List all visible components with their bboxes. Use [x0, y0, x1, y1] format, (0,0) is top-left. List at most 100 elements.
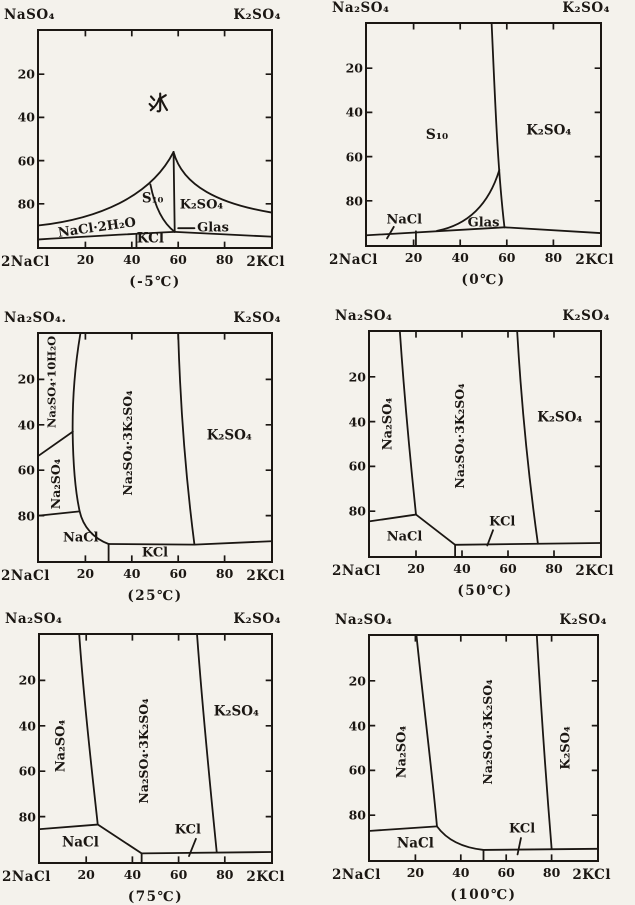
temperature-caption: (100℃) [450, 887, 517, 903]
panel-75c: Na₂SO₄ K₂SO₄ 2NaCl 2KCl 20 40 60 80 20 40 60 80… [2, 611, 285, 905]
y-axis-tick-label: 20 [17, 66, 35, 82]
x-axis-tick-label: 40 [453, 561, 471, 576]
region-label-na2so4: Na₂SO₄ [394, 726, 410, 779]
phase-boundary-line [437, 826, 484, 850]
phase-boundary-line [487, 530, 493, 545]
phase-boundary-line [417, 636, 437, 826]
region-label-kcl: KCl [508, 821, 536, 837]
corner-label-top-right: K₂SO₄ [562, 0, 610, 16]
boundary-lines [39, 31, 271, 247]
region-label-na2so4: Na₂SO₄ [53, 720, 69, 773]
phase-boundary-line [484, 849, 598, 850]
phase-boundary-line [79, 635, 97, 825]
x-axis-tick-label: 40 [123, 867, 142, 882]
x-axis-tick-label: 40 [123, 252, 141, 267]
y-axis-tick-label: 80 [348, 807, 366, 823]
temperature-caption: (50℃) [457, 583, 513, 599]
temperature-caption: (0℃) [461, 272, 506, 288]
corner-label-top-right: K₂SO₄ [562, 308, 610, 324]
y-axis-tick-label: 80 [348, 503, 366, 519]
x-axis-tick-label: 40 [123, 566, 141, 581]
boundary-lines [367, 24, 600, 245]
corner-label-bottom-right: 2KCl [575, 252, 614, 268]
region-label-k2so4: K₂SO₄ [558, 726, 574, 770]
corner-label-bottom-right: 2KCl [246, 568, 285, 584]
x-axis-tick-label: 20 [76, 566, 95, 581]
y-axis-tick-label: 80 [17, 508, 35, 524]
y-axis-tick-label: 20 [348, 673, 366, 689]
phase-boundary-line [387, 227, 394, 238]
y-axis-tick-label: 40 [348, 414, 366, 430]
phase-boundary-line [39, 432, 73, 456]
x-axis-tick-label: 40 [452, 865, 470, 880]
phase-boundary-line [370, 826, 437, 830]
y-axis-tick-label: 60 [17, 462, 35, 478]
corner-label-bottom-right: 2KCl [246, 869, 285, 885]
phase-boundary-line [178, 334, 194, 545]
phase-boundary-line [98, 825, 142, 854]
region-label-glas: Glas [197, 220, 229, 236]
region-label-k2so4: K₂SO₄ [537, 409, 583, 426]
corner-label-bottom-left: 2NaCl [1, 568, 50, 584]
plot-area: 20 40 60 80 20 40 60 80 Na₂SO₄ NaCl Na₂SO₄·3K₂SO₄ K… [19, 633, 273, 882]
y-axis-tick-label: 60 [348, 458, 366, 474]
corner-label-top-left: Na₂SO₄ [332, 0, 390, 16]
x-axis-tick-label: 80 [542, 865, 561, 880]
phase-boundary-line [73, 334, 109, 544]
y-axis-tick-label: 20 [17, 371, 35, 387]
corner-label-top-left: Na₂SO₄ [5, 611, 63, 627]
region-label-na2so4-3k2so4: Na₂SO₄·3K₂SO₄ [479, 679, 495, 785]
phase-boundary-line [142, 852, 271, 853]
x-axis-tick-label: 60 [499, 561, 517, 576]
x-axis-tick-label: 20 [406, 865, 425, 880]
panel-minus-5c: NaSO₄ K₂SO₄ 2NaCl 2KCl 20 40 60 80 20 40 60 80 S… [1, 7, 285, 290]
phase-boundary-line [39, 232, 175, 240]
x-axis-tick-label: 20 [76, 252, 95, 267]
region-label-na2so4: Na₂SO₄ [380, 397, 396, 451]
region-label-kcl: KCl [136, 230, 164, 247]
phase-boundary-line [39, 512, 78, 516]
plot-area: 20 40 60 80 20 40 60 80 Na₂SO₄·10H₂O Na₂SO₄ NaCl Na… [18, 332, 273, 581]
y-axis-tick-label: 60 [18, 763, 36, 779]
axis-tick-marks [40, 635, 271, 862]
corner-label-bottom-left: 2NaCl [332, 867, 381, 883]
boundary-lines [370, 636, 597, 860]
panel-25c: Na₂SO₄. K₂SO₄ 2NaCl 2KCl 20 40 60 80 20 40 60 8… [1, 310, 285, 604]
x-axis-tick-label: 40 [451, 250, 469, 265]
phase-boundary-line [518, 838, 521, 854]
y-axis-tick-label: 80 [18, 809, 36, 825]
corner-label-bottom-right: 2KCl [575, 563, 614, 579]
phase-boundary-line [109, 544, 195, 545]
x-axis-tick-label: 80 [544, 250, 563, 265]
axis-tick-marks [370, 332, 600, 556]
y-axis-tick-label: 80 [17, 196, 35, 212]
panel-100c: Na₂SO₄ K₂SO₄ 2NaCl 2KCl 20 40 60 80 20 40 60 80… [332, 612, 611, 903]
phase-boundary-line [39, 152, 174, 225]
region-label-nacl: NaCl [386, 212, 423, 228]
temperature-caption: (75℃) [127, 889, 184, 905]
temperature-caption: (-5℃) [129, 274, 181, 290]
region-label-k2so4: K₂SO₄ [526, 122, 572, 139]
axis-tick-marks [39, 31, 271, 247]
corner-label-top-right: K₂SO₄ [233, 7, 281, 23]
x-axis-tick-label: 60 [169, 566, 187, 581]
x-axis-tick-label: 80 [216, 867, 234, 882]
corner-label-top-left: NaSO₄ [4, 7, 56, 23]
y-axis-tick-label: 40 [348, 718, 366, 734]
y-axis-tick-label: 60 [345, 149, 363, 165]
y-axis-tick-label: 60 [348, 762, 366, 778]
corner-label-bottom-left: 2NaCl [329, 252, 378, 268]
y-axis-tick-label: 60 [17, 153, 35, 169]
phase-boundary-line [437, 170, 499, 231]
region-label-s10: S₁₀ [425, 126, 449, 143]
corner-label-bottom-left: 2NaCl [332, 563, 381, 579]
plot-area: 20 40 60 80 20 40 60 80 Na₂SO₄ NaCl Na₂SO₄·3K₂SO₄ K… [349, 330, 602, 576]
x-axis-tick-label: 60 [497, 865, 515, 880]
region-label-k2so4: K₂SO₄ [179, 197, 224, 213]
corner-label-bottom-right: 2KCl [246, 254, 285, 270]
y-axis-tick-label: 40 [345, 104, 363, 120]
plot-area: 20 40 60 80 20 40 60 80 Na₂SO₄ NaCl Na₂SO₄·3K₂SO₄ K… [349, 634, 599, 880]
corner-label-top-right: K₂SO₄ [559, 612, 607, 628]
corner-label-bottom-left: 2NaCl [2, 869, 51, 885]
phase-boundary-line [194, 541, 271, 544]
